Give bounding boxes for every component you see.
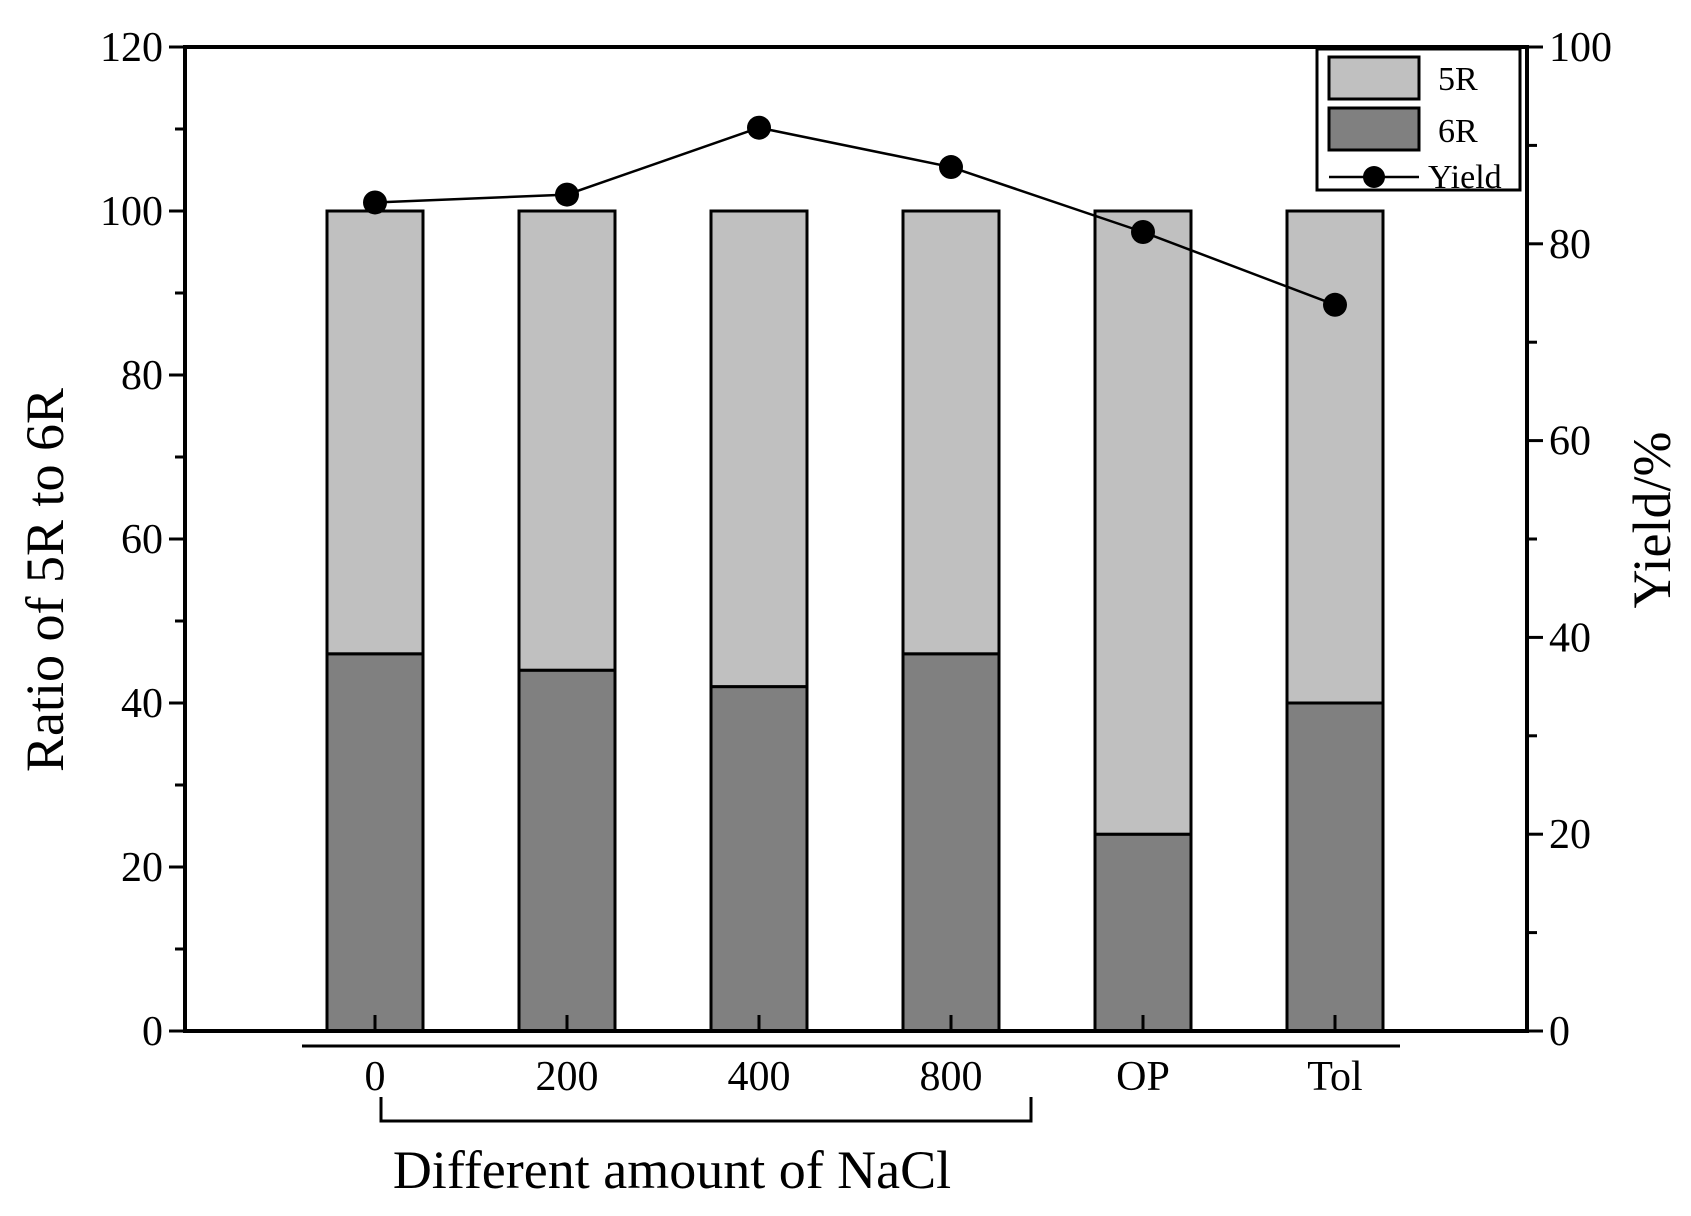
right-axis-tick-label: 60 [1549, 419, 1591, 465]
legend-label-5r: 5R [1438, 61, 1478, 98]
legend-marker-yield [1363, 166, 1385, 188]
x-axis-category-label: 0 [365, 1054, 386, 1100]
yield-marker [1131, 219, 1155, 244]
bar-6r [325, 652, 425, 1033]
right-axis-title: Yield/% [1622, 432, 1682, 609]
bar-6r [1285, 701, 1385, 1033]
group-bracket [379, 1097, 1033, 1123]
left-axis-title: Ratio of 5R to 6R [15, 388, 75, 772]
left-axis-tick-label: 0 [142, 1009, 163, 1055]
x-axis-category-label: 200 [536, 1054, 599, 1100]
left-axis-tick-label: 100 [100, 189, 163, 235]
legend-label-yield: Yield [1428, 159, 1502, 196]
bar-5r [1093, 209, 1193, 836]
legend-swatch-5r [1327, 55, 1421, 101]
bar-5r [517, 209, 617, 672]
bar-5r [1285, 209, 1385, 705]
right-axis-tick-label: 80 [1549, 222, 1591, 268]
legend-swatch-6r [1327, 106, 1421, 152]
bar-5r [709, 209, 809, 689]
right-axis-tick-label: 0 [1549, 1009, 1570, 1055]
yield-line [374, 126, 1336, 306]
x-axis-category-label: OP [1116, 1054, 1170, 1100]
left-axis-tick-label: 60 [121, 517, 163, 563]
left-axis-tick-label: 20 [121, 845, 163, 891]
bar-6r [1093, 832, 1193, 1033]
bar-6r [517, 668, 617, 1033]
yield-marker [939, 155, 963, 180]
right-axis-tick-label: 40 [1549, 615, 1591, 661]
right-axis-tick-label: 20 [1549, 812, 1591, 858]
bar-5r [901, 209, 1001, 656]
bar-6r [901, 652, 1001, 1033]
yield-marker [747, 115, 771, 140]
yield-marker [1323, 292, 1347, 317]
yield-marker [363, 190, 387, 215]
bar-6r [709, 685, 809, 1033]
right-axis-tick-label: 100 [1549, 25, 1612, 71]
left-axis-tick-label: 40 [121, 681, 163, 727]
yield-marker [555, 182, 579, 207]
legend-label-6r: 6R [1438, 113, 1478, 150]
x-axis-category-label: 400 [728, 1054, 791, 1100]
left-axis-tick-label: 120 [100, 25, 163, 71]
x-axis-category-label: Tol [1307, 1054, 1362, 1100]
bar-5r [325, 209, 425, 656]
x-axis-category-label: 800 [920, 1054, 983, 1100]
left-axis-tick-label: 80 [121, 353, 163, 399]
group-label: Different amount of NaCl [393, 1140, 951, 1200]
